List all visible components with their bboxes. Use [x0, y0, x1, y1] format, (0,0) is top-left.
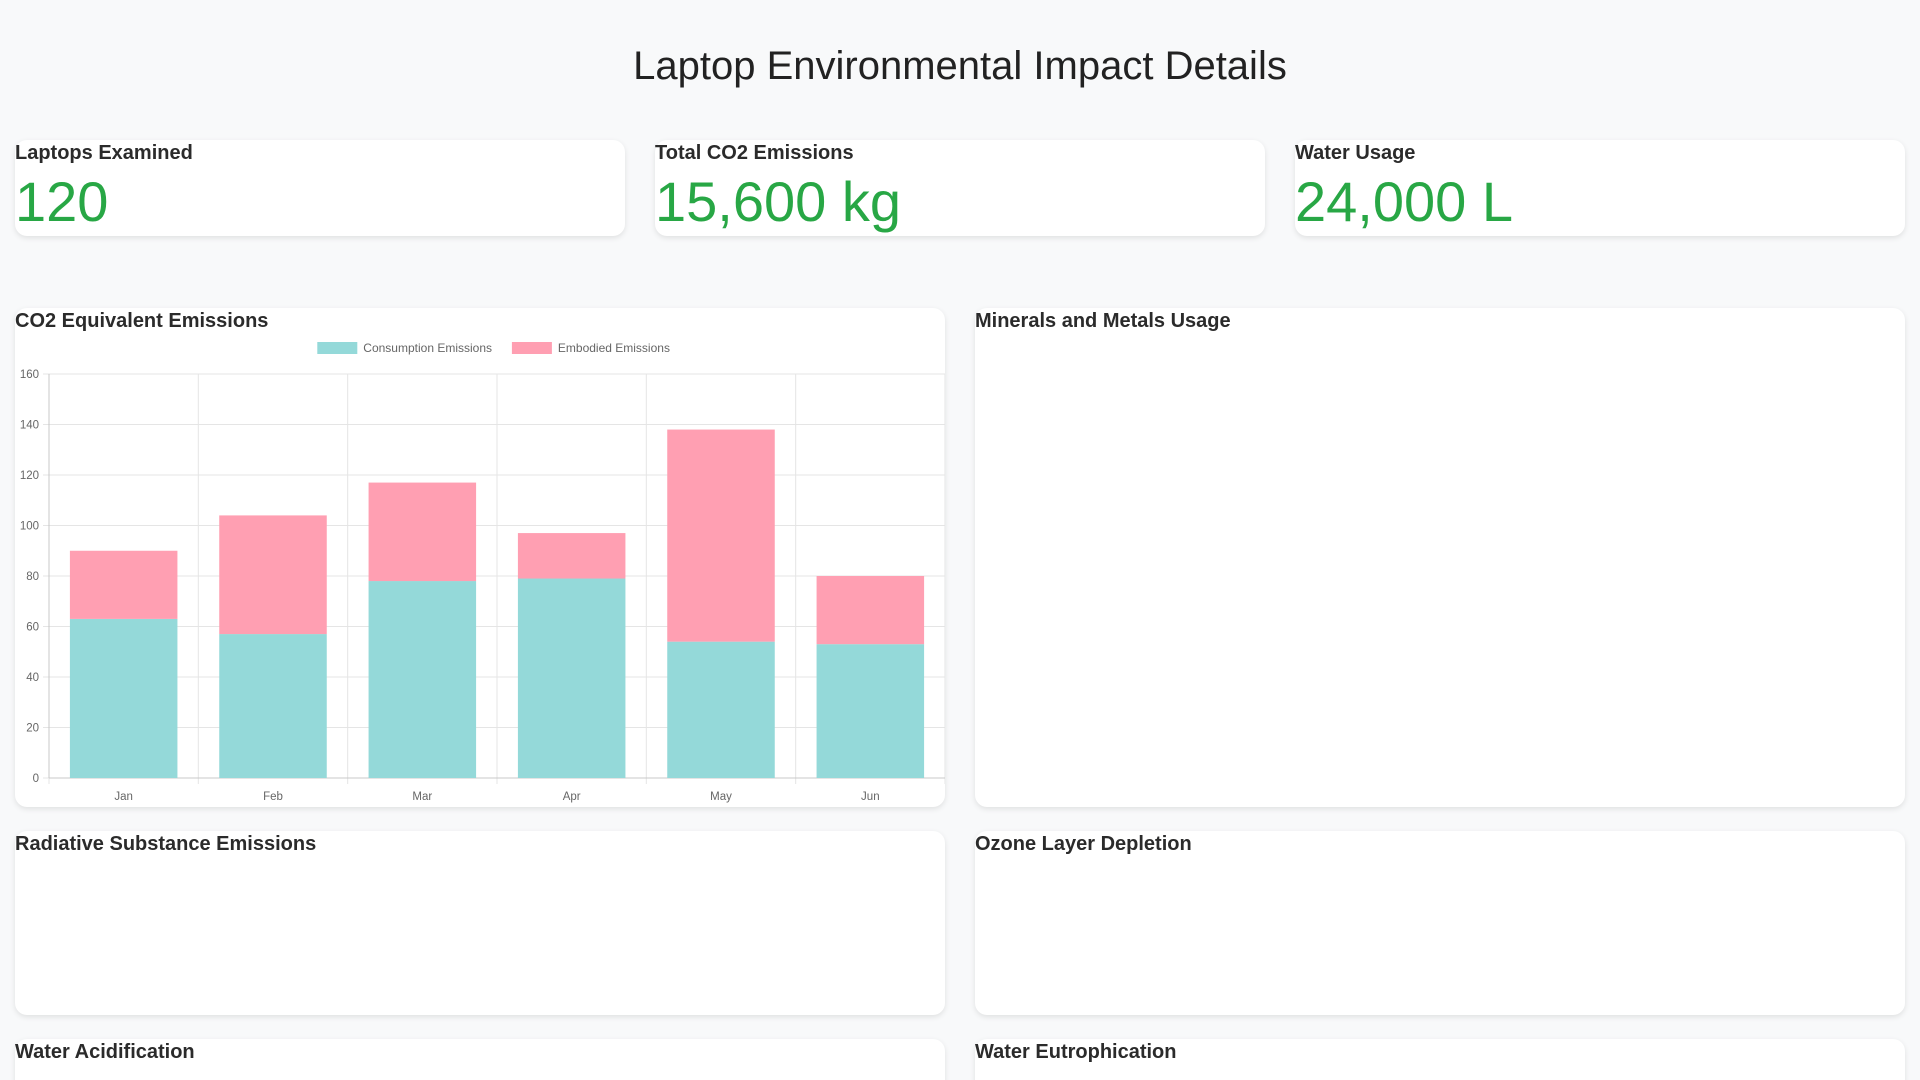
- stat-card-co2: Total CO2 Emissions 15,600 kg: [655, 140, 1265, 236]
- legend-label: Consumption Emissions: [363, 341, 492, 355]
- panel-title: Water Acidification: [15, 1041, 195, 1063]
- bar-consumption: [816, 644, 925, 778]
- stat-value: 24,000 L: [1295, 170, 1513, 233]
- x-tick-label: Jun: [861, 791, 880, 803]
- legend-label: Embodied Emissions: [558, 341, 670, 355]
- bar-consumption: [219, 634, 327, 778]
- panel-title: Ozone Layer Depletion: [975, 833, 1192, 855]
- y-tick-label: 140: [20, 420, 39, 432]
- panel-title: Minerals and Metals Usage: [975, 310, 1231, 332]
- bar-consumption: [69, 618, 178, 778]
- y-tick-label: 80: [26, 571, 39, 583]
- minerals-panel: Minerals and Metals Usage: [975, 308, 1905, 807]
- stat-value: 120: [15, 170, 109, 233]
- y-tick-label: 0: [33, 773, 39, 785]
- bar-embodied: [219, 515, 327, 635]
- panel-title: Radiative Substance Emissions: [15, 833, 317, 855]
- stat-label: Water Usage: [1295, 142, 1416, 164]
- bar-embodied: [517, 533, 626, 579]
- panel-title: CO2 Equivalent Emissions: [15, 310, 269, 332]
- stat-card-laptops: Laptops Examined 120: [15, 140, 625, 236]
- legend-swatch: [511, 342, 552, 354]
- ozone-panel: Ozone Layer Depletion: [975, 831, 1905, 1015]
- x-tick-label: May: [710, 791, 732, 803]
- x-tick-label: Feb: [263, 791, 283, 803]
- x-tick-label: Apr: [563, 791, 581, 803]
- stat-label: Total CO2 Emissions: [655, 142, 854, 164]
- y-tick-label: 120: [20, 470, 39, 482]
- bar-consumption: [667, 641, 775, 778]
- radiative-panel: Radiative Substance Emissions: [15, 831, 945, 1015]
- x-tick-label: Mar: [412, 791, 432, 803]
- bar-embodied: [667, 429, 775, 642]
- bar-embodied: [69, 550, 178, 619]
- bar-embodied: [368, 482, 477, 582]
- y-tick-label: 40: [26, 672, 39, 684]
- acidification-panel: Water Acidification: [15, 1039, 945, 1080]
- panel-title: Water Eutrophication: [975, 1041, 1177, 1063]
- legend-swatch: [317, 342, 358, 354]
- y-tick-label: 20: [26, 723, 39, 735]
- co2-emissions-chart: 0 20 40 60 80 100 120 140 160 Jan Feb Mar Apr May Jun C…: [20, 341, 945, 803]
- bar-consumption: [368, 581, 477, 778]
- bar-embodied: [816, 576, 925, 645]
- co2-emissions-panel: CO2 Equivalent Emissions 0 20 40 60 80 100 120…: [15, 308, 945, 807]
- x-tick-label: Jan: [114, 791, 133, 803]
- y-tick-label: 160: [20, 369, 39, 381]
- stat-label: Laptops Examined: [15, 142, 193, 164]
- y-tick-label: 100: [20, 521, 39, 533]
- y-tick-label: 60: [26, 622, 39, 634]
- page-title: Laptop Environmental Impact Details: [633, 44, 1287, 88]
- stat-card-water: Water Usage 24,000 L: [1295, 140, 1905, 236]
- bar-consumption: [517, 578, 626, 778]
- stat-value: 15,600 kg: [655, 170, 901, 233]
- eutrophication-panel: Water Eutrophication: [975, 1039, 1905, 1080]
